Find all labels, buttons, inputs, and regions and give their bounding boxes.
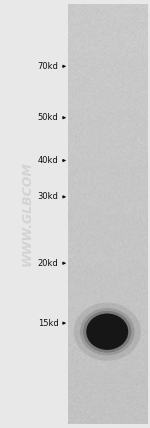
Ellipse shape	[74, 303, 141, 361]
Ellipse shape	[83, 311, 131, 353]
Ellipse shape	[86, 313, 128, 350]
Text: 20kd: 20kd	[38, 259, 58, 268]
Text: 40kd: 40kd	[38, 156, 58, 165]
Bar	[68, 4, 147, 424]
Text: WWW.GLBCOM: WWW.GLBCOM	[21, 161, 33, 267]
Text: 15kd: 15kd	[38, 318, 58, 328]
Text: 70kd: 70kd	[38, 62, 58, 71]
Text: 50kd: 50kd	[38, 113, 58, 122]
Text: 30kd: 30kd	[38, 192, 58, 202]
Ellipse shape	[80, 308, 135, 355]
